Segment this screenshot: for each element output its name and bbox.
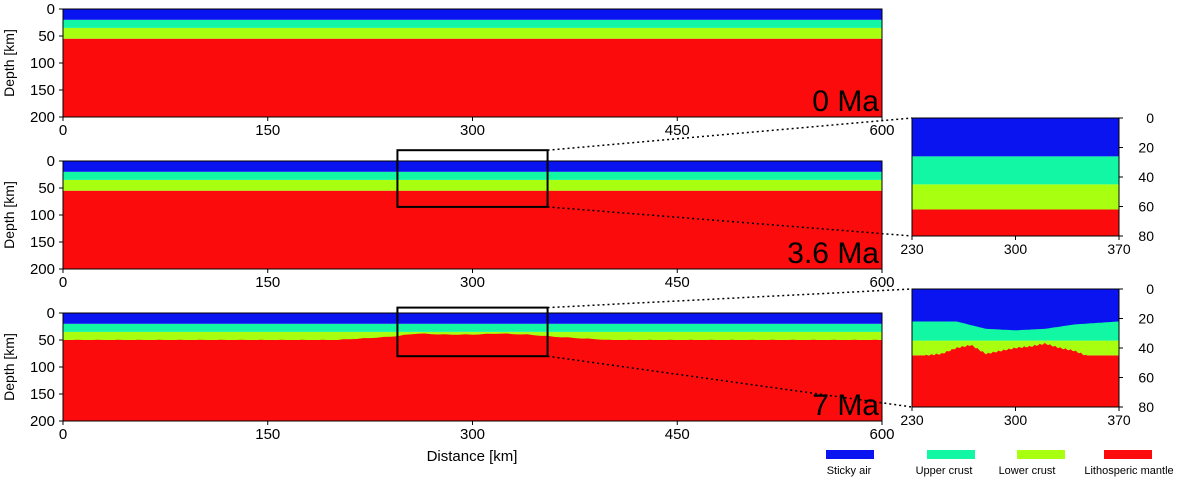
legend-label-upper-crust: Upper crust: [916, 465, 973, 477]
x-tick-label: 300: [460, 274, 485, 291]
x-tick-label: 600: [869, 122, 894, 139]
layer-lower-crust: [63, 179, 882, 191]
layer-sticky-air: [63, 161, 882, 172]
zoom-connector-top: [547, 117, 913, 151]
x-tick-label: 300: [1004, 412, 1028, 428]
time-label: 0 Ma: [812, 85, 879, 118]
layer-lower-crust: [63, 27, 882, 39]
y-tick-label: 150: [30, 234, 55, 251]
y-tick-label: 20: [1138, 140, 1154, 156]
y-tick-label: 200: [30, 413, 55, 430]
legend-swatch-lower-crust: [1017, 450, 1065, 459]
y-tick-label: 50: [38, 28, 55, 45]
main-0-panel: 0 150 300 450 600 0 50 100 150 200 Depth [km] 0 Ma: [1, 1, 895, 139]
x-tick-label: 600: [869, 426, 894, 443]
x-tick-label: 450: [665, 426, 690, 443]
x-tick-label: 0: [59, 274, 67, 291]
y-tick-label: 50: [38, 332, 55, 349]
zoom-1-panel: 230 300 370 0 20 40 60 80: [900, 110, 1154, 257]
y-tick-label: 200: [30, 109, 55, 126]
legend-label-lithospheric-mantle: Lithosperic mantle: [1084, 465, 1173, 477]
main-1-panel: 0 150 300 450 600 0 50 100 150 200 Depth [km] 3.6 M…: [1, 153, 895, 291]
y-tick-label: 150: [30, 386, 55, 403]
y-tick-label: 40: [1138, 169, 1154, 185]
y-tick-label: 0: [47, 305, 55, 322]
y-axis-label: Depth [km]: [1, 29, 17, 97]
x-tick-label: 150: [255, 274, 280, 291]
y-tick-label: 100: [30, 55, 55, 72]
x-tick-label: 230: [900, 241, 924, 257]
zoom-2-panel: 230 300 370 0 20 40 60 80: [900, 281, 1154, 428]
x-tick-label: 450: [665, 274, 690, 291]
y-axis-label: Depth [km]: [1, 181, 17, 249]
y-tick-label: 50: [38, 180, 55, 197]
y-tick-label: 0: [1146, 110, 1154, 126]
time-label: 3.6 Ma: [787, 237, 879, 270]
y-tick-label: 0: [47, 153, 55, 170]
moho-boundary: [912, 342, 1119, 407]
moho-boundary: [63, 333, 882, 421]
y-axis-label: Depth [km]: [1, 333, 17, 401]
layer-lithospheric-mantle: [912, 209, 1119, 236]
y-tick-label: 40: [1138, 340, 1154, 356]
y-tick-label: 0: [47, 1, 55, 18]
main-2-panel: 0 150 300 450 600 0 50 100 150 200 Depth [km] 7 Ma: [1, 305, 895, 443]
air-base-boundary: [912, 289, 1119, 331]
x-tick-label: 0: [59, 122, 67, 139]
x-tick-label: 370: [1107, 412, 1131, 428]
zoom-connector-bottom: [547, 206, 913, 237]
y-tick-label: 20: [1138, 311, 1154, 327]
legend-swatch-upper-crust: [927, 450, 975, 459]
y-tick-label: 60: [1138, 199, 1154, 215]
x-axis-label: Distance [km]: [427, 448, 518, 465]
y-tick-label: 60: [1138, 370, 1154, 386]
layer-sticky-air: [63, 313, 882, 324]
legend-label-lower-crust: Lower crust: [999, 465, 1056, 477]
layer-sticky-air: [912, 118, 1119, 157]
layer-lower-crust: [912, 184, 1119, 210]
x-tick-label: 450: [665, 122, 690, 139]
x-tick-label: 150: [255, 426, 280, 443]
zoom-connector-bottom: [547, 355, 913, 408]
layer-upper-crust: [63, 171, 882, 180]
zoom-box: [396, 306, 549, 358]
x-tick-label: 300: [1004, 241, 1028, 257]
y-tick-label: 0: [1146, 281, 1154, 297]
y-tick-label: 200: [30, 261, 55, 278]
x-tick-label: 370: [1107, 241, 1131, 257]
x-tick-label: 300: [460, 122, 485, 139]
layer-lithospheric-mantle: [63, 190, 882, 269]
layer-upper-crust: [912, 321, 1119, 341]
time-label: 7 Ma: [812, 389, 879, 422]
y-tick-label: 80: [1138, 228, 1154, 244]
layer-sticky-air: [63, 9, 882, 20]
x-tick-label: 0: [59, 426, 67, 443]
y-tick-label: 100: [30, 207, 55, 224]
legend-swatch-sticky-air: [826, 450, 874, 459]
y-tick-label: 100: [30, 359, 55, 376]
y-tick-label: 80: [1138, 399, 1154, 415]
legend-label-sticky-air: Sticky air: [827, 465, 872, 477]
legend-swatch-lithospheric-mantle: [1104, 450, 1152, 459]
layer-upper-crust: [63, 323, 882, 332]
x-tick-label: 300: [460, 426, 485, 443]
y-tick-label: 150: [30, 82, 55, 99]
x-tick-label: 600: [869, 274, 894, 291]
zoom-box: [396, 149, 549, 208]
zoom-connector-top: [547, 288, 913, 309]
layer-upper-crust: [63, 19, 882, 28]
layer-upper-crust: [912, 156, 1119, 185]
x-tick-label: 150: [255, 122, 280, 139]
x-tick-label: 230: [900, 412, 924, 428]
layer-lithospheric-mantle: [63, 38, 882, 118]
